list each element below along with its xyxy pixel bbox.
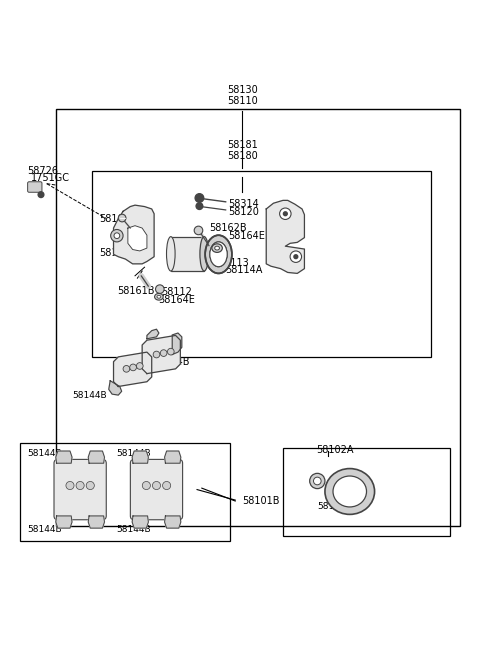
Text: 58314: 58314 xyxy=(228,199,259,209)
Circle shape xyxy=(130,364,136,371)
Ellipse shape xyxy=(333,476,367,507)
Circle shape xyxy=(163,481,171,490)
Text: 58144B: 58144B xyxy=(28,449,62,458)
Ellipse shape xyxy=(210,242,227,267)
Text: 58125: 58125 xyxy=(99,248,130,258)
Text: 58164E: 58164E xyxy=(158,295,195,305)
Text: 58144B: 58144B xyxy=(116,525,151,534)
Text: 58161B: 58161B xyxy=(117,286,155,296)
Circle shape xyxy=(76,481,84,490)
Text: 58114A: 58114A xyxy=(225,265,262,275)
Circle shape xyxy=(66,481,74,490)
Bar xyxy=(92,171,431,357)
Circle shape xyxy=(194,226,203,235)
Ellipse shape xyxy=(325,468,374,514)
Text: 58162B: 58162B xyxy=(209,223,247,233)
Circle shape xyxy=(86,481,95,490)
Polygon shape xyxy=(165,451,181,463)
Text: 58144B: 58144B xyxy=(116,449,151,458)
Polygon shape xyxy=(109,381,121,395)
Text: 58102A: 58102A xyxy=(316,445,353,455)
Text: 58113: 58113 xyxy=(218,258,249,268)
Text: 58144B: 58144B xyxy=(152,356,189,367)
Text: 58726: 58726 xyxy=(28,166,59,176)
Bar xyxy=(283,448,450,536)
Circle shape xyxy=(153,351,160,358)
Circle shape xyxy=(123,366,130,372)
Circle shape xyxy=(195,193,204,203)
Circle shape xyxy=(310,474,325,488)
Circle shape xyxy=(283,212,287,215)
Polygon shape xyxy=(266,201,304,274)
Circle shape xyxy=(196,203,203,210)
Text: 58114A: 58114A xyxy=(336,479,370,488)
Ellipse shape xyxy=(212,244,222,252)
Circle shape xyxy=(160,350,167,356)
Circle shape xyxy=(38,192,44,197)
Polygon shape xyxy=(147,329,159,339)
Ellipse shape xyxy=(215,247,219,250)
Ellipse shape xyxy=(155,294,163,300)
Text: 58120: 58120 xyxy=(228,207,259,217)
Polygon shape xyxy=(56,516,72,528)
Polygon shape xyxy=(56,451,72,463)
Circle shape xyxy=(136,362,143,369)
Text: 58101B: 58101B xyxy=(242,496,280,506)
Polygon shape xyxy=(88,451,105,463)
Circle shape xyxy=(280,208,291,219)
Circle shape xyxy=(118,214,126,222)
Ellipse shape xyxy=(167,237,175,271)
Circle shape xyxy=(313,477,321,485)
Text: 58144B: 58144B xyxy=(72,391,107,400)
Text: 1751GC: 1751GC xyxy=(31,173,70,183)
Circle shape xyxy=(168,348,174,355)
FancyBboxPatch shape xyxy=(131,459,182,520)
Circle shape xyxy=(153,481,160,490)
Circle shape xyxy=(111,230,123,242)
Bar xyxy=(171,237,204,271)
Polygon shape xyxy=(165,516,181,528)
Text: 58163B: 58163B xyxy=(99,214,137,223)
Polygon shape xyxy=(132,451,148,463)
Text: 58181
58180: 58181 58180 xyxy=(227,140,258,161)
Text: 58144B: 58144B xyxy=(28,525,62,534)
Ellipse shape xyxy=(200,237,208,271)
Polygon shape xyxy=(114,205,154,264)
Circle shape xyxy=(290,251,301,263)
Bar xyxy=(21,443,230,541)
FancyBboxPatch shape xyxy=(54,459,106,520)
Circle shape xyxy=(294,255,298,259)
Ellipse shape xyxy=(210,242,227,267)
Polygon shape xyxy=(128,226,147,251)
Text: 58113: 58113 xyxy=(317,502,346,510)
Polygon shape xyxy=(172,333,182,355)
Text: 58164E: 58164E xyxy=(228,231,265,241)
Bar xyxy=(56,109,459,526)
Circle shape xyxy=(142,481,150,490)
Polygon shape xyxy=(114,352,152,386)
Circle shape xyxy=(156,285,164,294)
FancyBboxPatch shape xyxy=(28,182,42,192)
Ellipse shape xyxy=(205,236,232,274)
Text: 58112: 58112 xyxy=(161,287,192,298)
Polygon shape xyxy=(142,335,180,373)
Polygon shape xyxy=(88,516,105,528)
Polygon shape xyxy=(132,516,148,528)
Ellipse shape xyxy=(157,295,161,298)
Text: 58130
58110: 58130 58110 xyxy=(227,85,258,106)
Circle shape xyxy=(114,233,120,239)
